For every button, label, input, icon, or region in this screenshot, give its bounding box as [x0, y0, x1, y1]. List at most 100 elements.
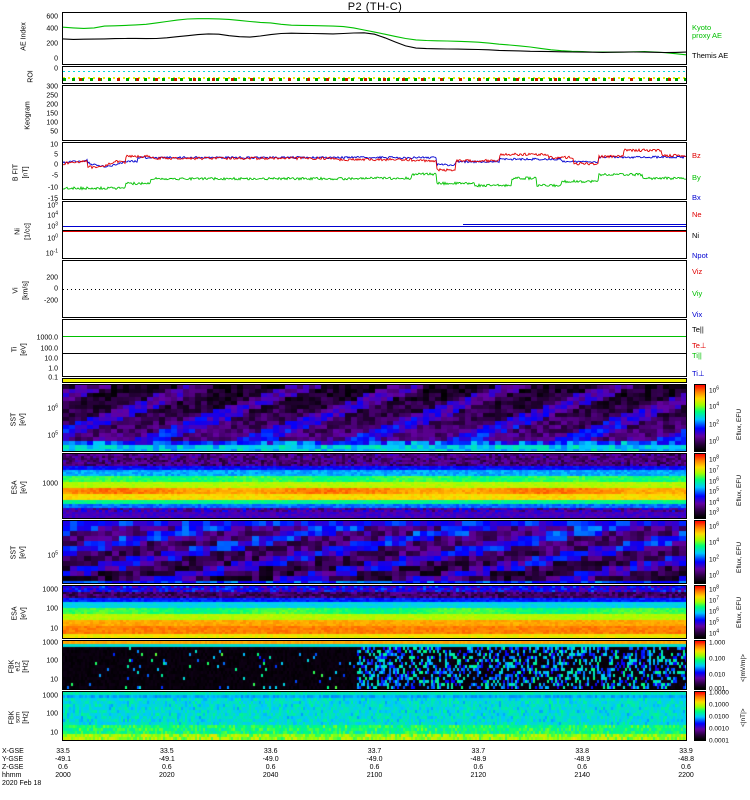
xaxis-tick-x-gse-2000: 33.5 — [56, 748, 70, 755]
bfit-ytick-m15: -15 — [47, 195, 58, 203]
colorbar-esa-electron-label: Eflux, EFU — [736, 474, 743, 506]
panel-fbk-e12 — [62, 640, 687, 690]
esa-ion-spectrogram — [63, 586, 686, 638]
xaxis-tick-z-gse-2200: 0.6 — [681, 764, 691, 771]
colorbar-sst-electron-label: Eflux, EFU — [736, 408, 743, 440]
colorbar-esa-ion-label: Eflux, EFU — [736, 596, 743, 628]
roi-trace-cyan — [63, 71, 686, 72]
sst-ion-spectrogram — [63, 521, 686, 583]
xaxis-tick-hhmm-2100: 2100 — [366, 772, 383, 779]
panel-ae-index — [62, 12, 687, 65]
page-title: P2 (TH-C) — [347, 1, 403, 13]
colorbar-fbk-e12-label: <|mV/m|> — [740, 654, 747, 682]
cb5-tick-001: 0.010 — [709, 671, 726, 679]
xaxis-tick-z-gse-2020: 0.6 — [161, 764, 172, 771]
esa-i-ytick-10: 10 — [50, 625, 58, 633]
xaxis-tick-x-gse-2020: 33.5 — [160, 748, 174, 755]
xaxis-tick-z-gse-2000: 0.6 — [58, 764, 68, 771]
ti-trace-green — [63, 336, 686, 338]
xaxis-tick-hhmm-2200: 2200 — [678, 772, 694, 779]
fbk-e12-spectrogram — [63, 641, 686, 689]
ae-ytick-600: 600 — [46, 13, 58, 21]
ti-ytick-01: 0.1 — [48, 374, 58, 382]
fbk-scm-ytick-10: 10 — [50, 729, 58, 737]
vi-ytick-200: 200 — [46, 274, 58, 282]
bfit-ytick-m10: -10 — [47, 184, 58, 192]
ti-ytick-100: 100.0 — [40, 345, 58, 353]
yellow-separator-band — [62, 378, 687, 383]
xaxis-row-label-y-gse: Y-GSE — [2, 756, 24, 763]
xaxis-tick-y-gse-2140: -48.9 — [574, 756, 591, 763]
xaxis-tick-z-gse-2040: 0.6 — [265, 764, 276, 771]
colorbar-fbk-scm — [694, 691, 706, 741]
keogram-ytick-50: 50 — [50, 128, 58, 136]
xaxis-tick-x-gse-2040: 33.6 — [263, 748, 278, 755]
xaxis-tick-hhmm-2020: 2020 — [159, 772, 175, 779]
xaxis-row-label-z-gse: Z-GSE — [2, 764, 24, 771]
panel-b-fit — [62, 142, 687, 200]
sst-e-ytick-1e6: 106 — [47, 403, 58, 413]
xaxis-tick-z-gse-2120: 0.6 — [473, 764, 484, 771]
panel-ni — [62, 201, 687, 259]
cb6-tick-0001: 0.0010 — [709, 725, 729, 733]
b-fit-plot — [63, 148, 686, 191]
cb6-tick-001: 0.0100 — [709, 713, 729, 721]
cb4-tick-1e7: 107 — [709, 595, 720, 605]
sst-e-ytick-1e5: 105 — [47, 430, 58, 440]
keogram-ytick-300: 300 — [46, 83, 58, 91]
cb2-tick-1e4: 104 — [709, 497, 720, 507]
cb3-tick-1e0: 100 — [709, 570, 720, 580]
cb5-tick-01: 0.100 — [709, 655, 726, 663]
cb2-tick-1e5: 105 — [709, 486, 720, 496]
cb2-tick-1e3: 103 — [709, 507, 720, 517]
cb1-tick-1e6: 106 — [709, 385, 720, 395]
vi-ytick-0: 0 — [54, 285, 58, 293]
colorbar-sst-electron — [694, 384, 706, 452]
ni-ytick-1e4: 104 — [47, 210, 58, 220]
colorbar-esa-ion — [694, 585, 706, 639]
vi-zero-line — [63, 289, 686, 290]
panel-roi — [62, 66, 687, 84]
cb3-tick-1e4: 104 — [709, 537, 720, 547]
cb6-tick-01: 0.1000 — [709, 701, 729, 709]
xaxis-row-label-hhmm: hhmm — [2, 772, 22, 779]
legend-kyoto-proxy-ae-line2: proxy AE — [692, 31, 723, 40]
legend-ni: Ni — [692, 231, 700, 240]
legend-te-perp: Te⊥ — [692, 341, 707, 350]
esa-i-ytick-100: 100 — [46, 605, 58, 613]
ni-trace-black — [63, 230, 686, 231]
xaxis-date-label: 2020 Feb 18 — [2, 780, 42, 787]
colorbar-fbk-scm-label: <|nT|> — [740, 708, 747, 727]
legend-npot: Npot — [692, 251, 708, 260]
cb1-tick-1e2: 102 — [709, 419, 720, 429]
keogram-ytick-250: 250 — [46, 92, 58, 100]
ni-ytick-1e0: 100 — [47, 233, 58, 243]
sst-i-ytick-1e5: 105 — [47, 550, 58, 560]
roi-ytick-0: 0 — [54, 65, 58, 73]
sst-electron-spectrogram — [63, 385, 686, 451]
roi-trace-red — [63, 78, 686, 81]
legend-bz: Bz — [692, 151, 701, 160]
ni-ytick-1e5: 105 — [47, 200, 58, 210]
panel-sst-electron — [62, 384, 687, 452]
cb2-tick-1e6: 106 — [709, 476, 720, 486]
esa-i-ytick-1000: 1000 — [42, 586, 58, 594]
ti-ytick-10: 10.0 — [44, 355, 58, 363]
fbk-e12-ytick-10: 10 — [50, 676, 58, 684]
ni-ytick-1e3: 103 — [47, 221, 58, 231]
cb3-tick-1e6: 106 — [709, 521, 720, 531]
fbk-scm-ytick-100: 100 — [46, 710, 58, 718]
fbk-scm-ytick-1000: 1000 — [42, 692, 58, 700]
cb4-tick-1e8: 108 — [709, 584, 720, 594]
xaxis-tick-y-gse-2120: -48.9 — [470, 756, 487, 763]
bfit-ytick-m5: -5 — [51, 172, 58, 180]
legend-viy: Viy — [692, 289, 703, 298]
esa-e-yunits: [eV] — [20, 481, 28, 494]
legend-te-par: Te|| — [692, 325, 704, 334]
xaxis-tick-y-gse-2040: -49.0 — [262, 756, 279, 763]
cb6-tick-1: 1.0000 — [709, 689, 729, 697]
xaxis-tick-x-gse-2140: 33.8 — [575, 748, 589, 755]
panel-fbk-scm — [62, 691, 687, 741]
ae-ytick-400: 400 — [46, 25, 58, 33]
